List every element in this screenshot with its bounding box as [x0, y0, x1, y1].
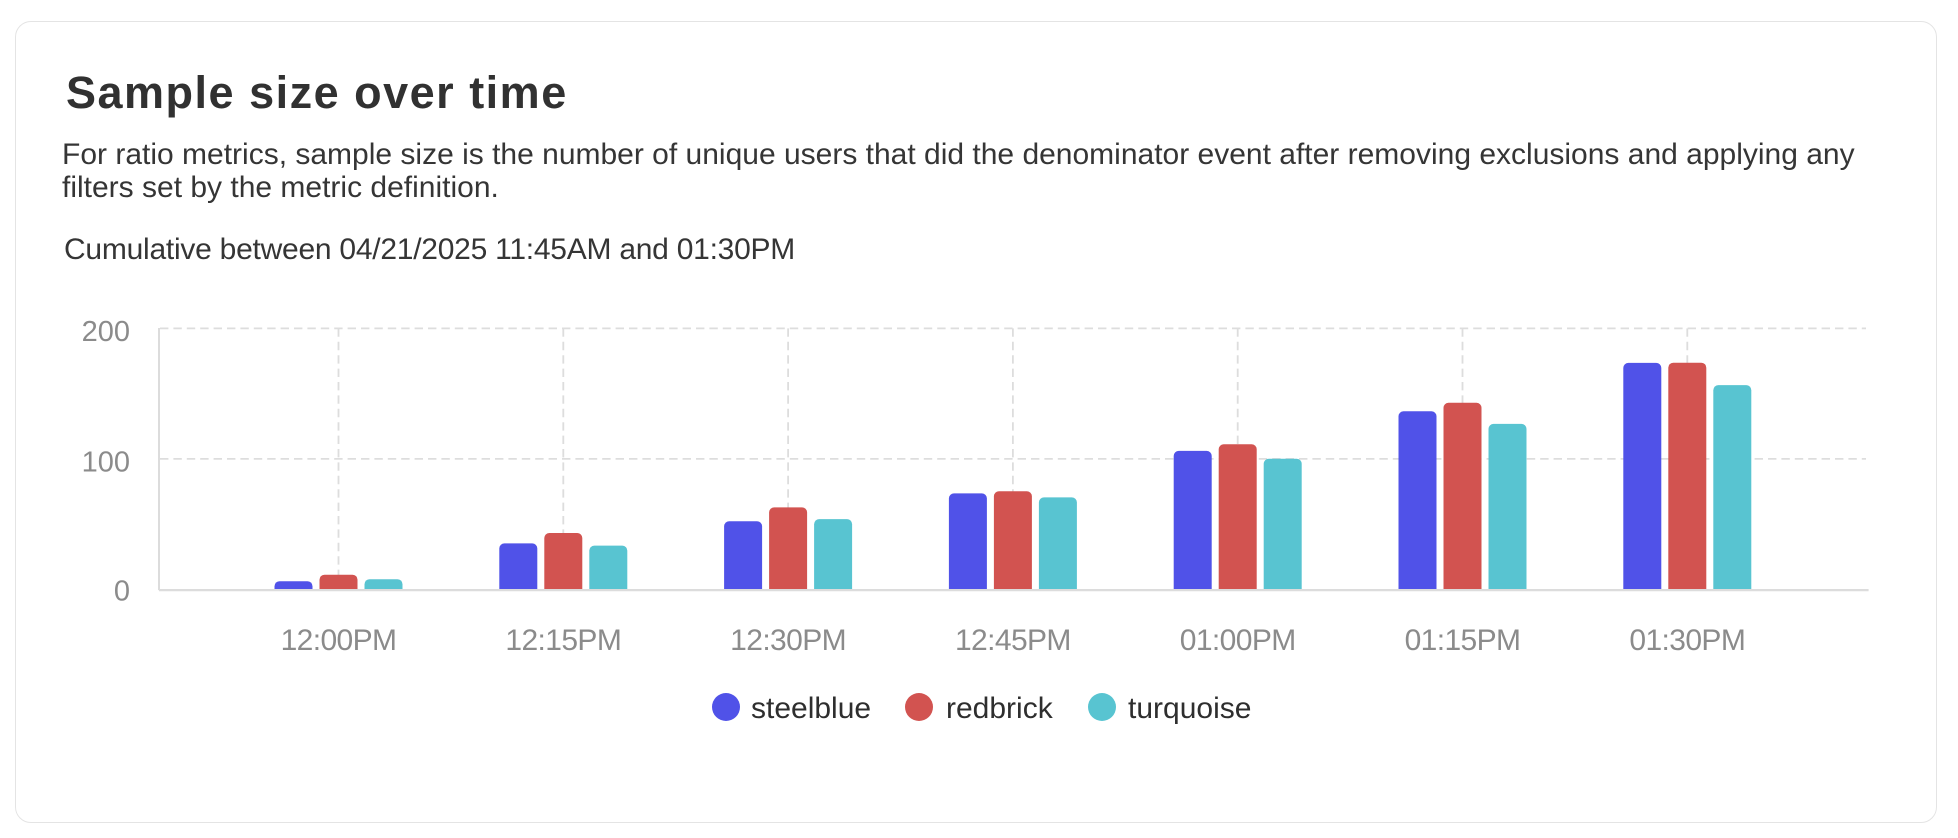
svg-text:01:15PM: 01:15PM	[1405, 624, 1521, 657]
svg-text:200: 200	[82, 316, 130, 348]
svg-text:0: 0	[114, 576, 130, 608]
svg-text:12:45PM: 12:45PM	[955, 624, 1071, 657]
svg-text:100: 100	[82, 447, 130, 479]
svg-text:12:00PM: 12:00PM	[281, 624, 397, 657]
svg-text:01:00PM: 01:00PM	[1180, 624, 1296, 657]
svg-text:12:30PM: 12:30PM	[730, 624, 846, 657]
svg-text:12:15PM: 12:15PM	[505, 624, 621, 657]
svg-text:01:30PM: 01:30PM	[1629, 624, 1745, 657]
